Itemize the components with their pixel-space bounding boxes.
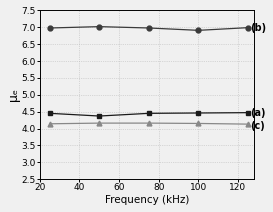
Text: (c): (c)	[250, 121, 265, 131]
Text: (a): (a)	[250, 108, 265, 118]
X-axis label: Frequency (kHz): Frequency (kHz)	[105, 195, 189, 205]
Text: (b): (b)	[250, 23, 266, 33]
Y-axis label: μₑ: μₑ	[7, 88, 20, 101]
